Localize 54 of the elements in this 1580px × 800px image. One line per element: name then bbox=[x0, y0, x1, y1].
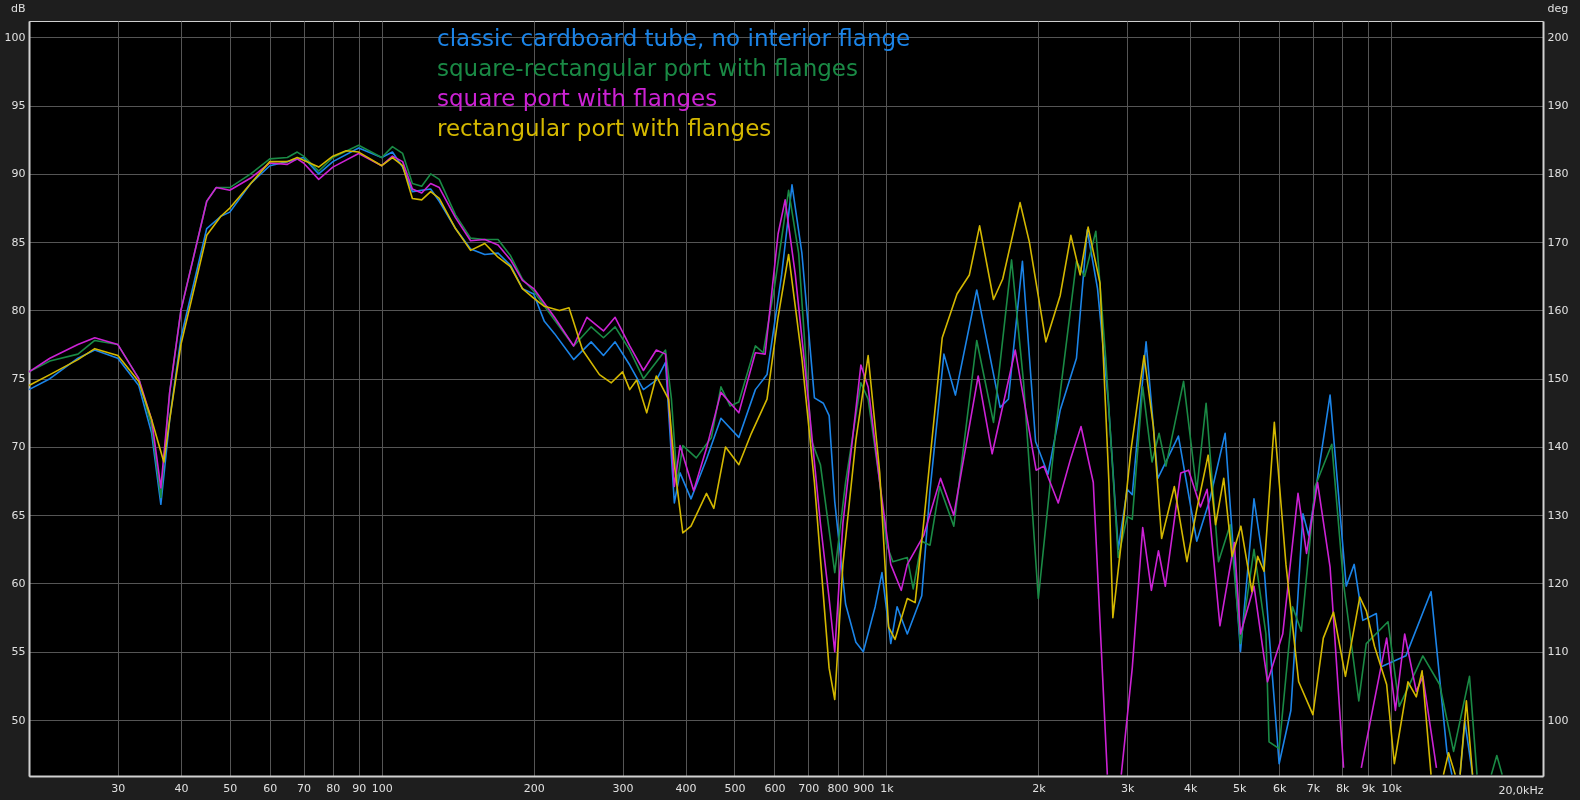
x-tick-label: 2k bbox=[1032, 781, 1047, 795]
y2-tick-label: 140 bbox=[1547, 440, 1569, 454]
y2-tick-label: 160 bbox=[1547, 303, 1569, 317]
x-tick-label: 3k bbox=[1121, 781, 1136, 795]
x-tick-label: 700 bbox=[798, 781, 820, 795]
y2-tick-label: 130 bbox=[1547, 508, 1569, 522]
x-tick-label: 40 bbox=[174, 781, 189, 795]
x-tick-label: 70 bbox=[297, 781, 312, 795]
y-tick-label: 60 bbox=[11, 577, 26, 590]
y2-tick-label: 100 bbox=[1547, 713, 1569, 727]
x-tick-label: 200 bbox=[523, 781, 545, 795]
y-tick-label: 80 bbox=[11, 303, 26, 317]
y-tick-label: 90 bbox=[11, 167, 26, 181]
x-tick-label: 1k bbox=[880, 781, 895, 795]
x-tick-label: 800 bbox=[827, 781, 849, 795]
x-tick-label: 50 bbox=[223, 781, 238, 795]
y2-tick-label: 180 bbox=[1547, 167, 1569, 181]
y2-tick-label: 190 bbox=[1547, 99, 1569, 113]
x-tick-label: 80 bbox=[326, 781, 341, 795]
y-tick-label: 100 bbox=[4, 30, 26, 44]
y2-tick-label: 200 bbox=[1547, 30, 1569, 44]
y-tick-label: 50 bbox=[11, 713, 26, 727]
x-tick-label: 90 bbox=[352, 781, 367, 795]
y2-tick-label: 110 bbox=[1547, 645, 1569, 659]
text: square port with flanges bbox=[437, 84, 718, 111]
x-tick-label: 8k bbox=[1335, 781, 1350, 795]
x-tick-label: 6k bbox=[1272, 781, 1287, 795]
y-tick-label: 70 bbox=[11, 440, 26, 454]
x-tick-label: 7k bbox=[1306, 781, 1321, 795]
y-tick-label: 65 bbox=[11, 508, 26, 522]
x-axis-title: 20,0kHz bbox=[1498, 783, 1544, 797]
series-label: rectangular port with flanges bbox=[437, 114, 772, 141]
x-tick-label: 500 bbox=[724, 781, 746, 795]
y2-tick-label: 150 bbox=[1547, 372, 1569, 386]
y2-tick-label: 120 bbox=[1547, 577, 1569, 590]
y-tick-label: 55 bbox=[11, 645, 26, 659]
y-tick-label: 95 bbox=[11, 99, 26, 113]
x-tick-label: 300 bbox=[612, 781, 634, 795]
text: classic cardboard tube, no interior flange bbox=[437, 24, 911, 51]
x-tick-label: 600 bbox=[764, 781, 786, 795]
x-tick-label: 30 bbox=[111, 781, 126, 795]
x-tick-label: 5k bbox=[1232, 781, 1247, 795]
x-tick-label: 10k bbox=[1381, 781, 1403, 795]
y-axis-title: dB bbox=[10, 1, 26, 15]
x-tick-label: 9k bbox=[1361, 781, 1376, 795]
x-tick-label: 100 bbox=[371, 781, 393, 795]
y-tick-label: 85 bbox=[11, 235, 26, 249]
x-tick-label: 900 bbox=[853, 781, 875, 795]
y-tick-label: 75 bbox=[11, 372, 26, 386]
x-tick-label: 60 bbox=[263, 781, 278, 795]
y2-tick-label: 170 bbox=[1547, 235, 1569, 249]
x-tick-label: 400 bbox=[675, 781, 697, 795]
x-tick-label: 4k bbox=[1184, 781, 1199, 795]
y2-axis-title: deg bbox=[1547, 1, 1569, 15]
